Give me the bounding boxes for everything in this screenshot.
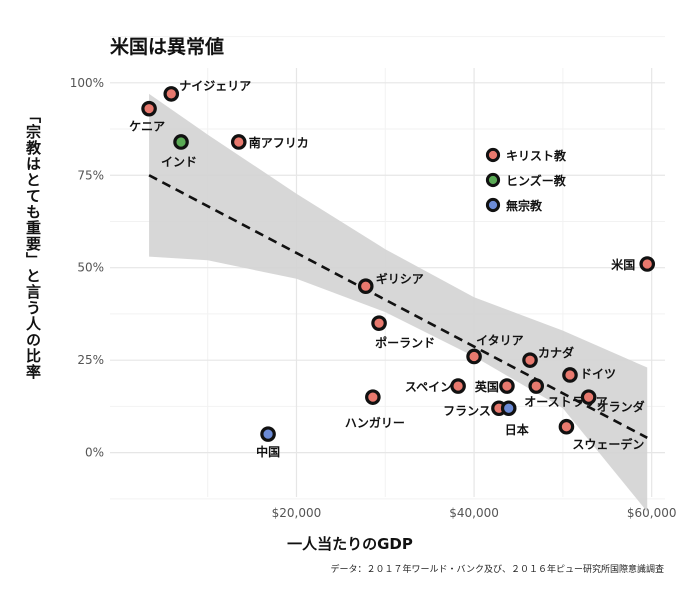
point-label: ハンガリー <box>345 415 405 430</box>
x-tick-label: $40,000 <box>449 506 499 520</box>
point-label: カナダ <box>538 345 574 360</box>
legend-marker <box>485 147 501 163</box>
point-label: イタリア <box>476 333 524 347</box>
legend-label: キリスト教 <box>506 148 567 163</box>
y-tick-label: 25% <box>77 353 104 367</box>
y-tick-label: 75% <box>77 168 104 182</box>
data-point <box>230 134 247 150</box>
legend-marker <box>485 197 501 213</box>
point-label: 米国 <box>611 257 635 272</box>
point-label: ケニア <box>129 120 165 134</box>
data-point <box>450 378 466 394</box>
data-point <box>558 418 575 435</box>
data-point <box>260 426 276 442</box>
x-axis-label: 一人当たりのGDP <box>287 535 413 553</box>
data-point <box>173 134 189 150</box>
y-axis-label: 「宗教はとても重要」と言う人の比率 <box>24 108 42 380</box>
trend-line <box>148 174 648 439</box>
point-label: オランダ <box>597 399 645 414</box>
x-tick-label: $60,000 <box>627 506 677 520</box>
data-point <box>371 315 387 331</box>
data-point <box>562 367 578 383</box>
point-label: 中国 <box>256 444 280 459</box>
point-label: インド <box>161 155 197 169</box>
chart-title: 米国は異常値 <box>110 36 225 58</box>
data-point <box>365 389 381 405</box>
data-point <box>466 348 482 365</box>
point-label: ギリシア <box>376 271 424 286</box>
point-label: ドイツ <box>580 367 616 381</box>
data-point <box>357 278 374 294</box>
point-label: スペイン <box>405 380 452 394</box>
y-tick-label: 100% <box>70 76 104 90</box>
y-tick-label: 50% <box>77 261 104 275</box>
point-label: スウェーデン <box>572 437 644 452</box>
data-point <box>639 256 656 272</box>
point-label: フランス <box>443 404 491 418</box>
data-point <box>522 352 538 368</box>
data-point <box>141 100 157 117</box>
point-label: 英国 <box>475 379 499 394</box>
data-point <box>499 378 515 394</box>
data-point <box>528 378 545 394</box>
point-label: ナイジェリア <box>179 79 251 93</box>
source-note: データ：２０１７年ワールド・バンク及び、２０１６年ピュー研究所国際意識調査 <box>330 565 664 575</box>
legend-marker <box>485 172 501 188</box>
point-label: 南アフリカ <box>249 135 309 150</box>
confidence-band <box>149 93 648 512</box>
point-label: ポーランド <box>375 335 435 350</box>
legend-label: ヒンズー教 <box>506 173 567 188</box>
data-point <box>163 86 180 102</box>
point-label: 日本 <box>505 422 529 437</box>
data-point <box>580 389 597 405</box>
y-tick-label: 0% <box>85 446 104 460</box>
x-tick-label: $20,000 <box>272 506 322 520</box>
data-point <box>500 400 517 417</box>
legend-label: 無宗教 <box>506 198 543 213</box>
